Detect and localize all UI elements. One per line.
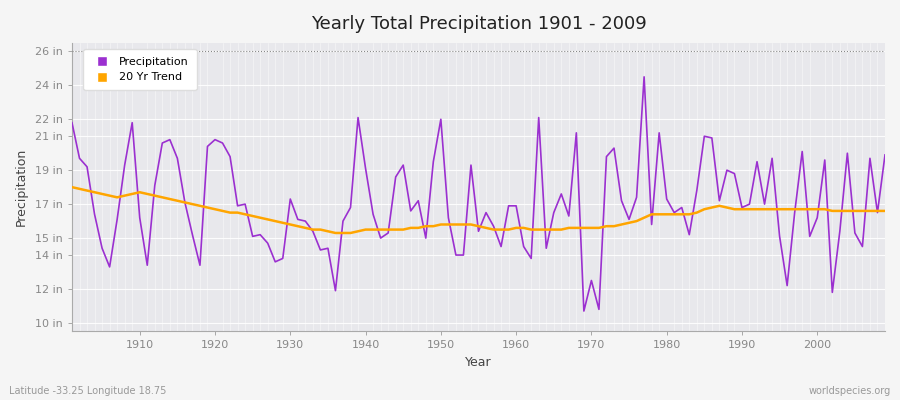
Text: Latitude -33.25 Longitude 18.75: Latitude -33.25 Longitude 18.75 — [9, 386, 166, 396]
Text: worldspecies.org: worldspecies.org — [809, 386, 891, 396]
Title: Yearly Total Precipitation 1901 - 2009: Yearly Total Precipitation 1901 - 2009 — [310, 15, 646, 33]
Y-axis label: Precipitation: Precipitation — [15, 148, 28, 226]
Legend: Precipitation, 20 Yr Trend: Precipitation, 20 Yr Trend — [84, 49, 196, 90]
X-axis label: Year: Year — [465, 356, 491, 369]
